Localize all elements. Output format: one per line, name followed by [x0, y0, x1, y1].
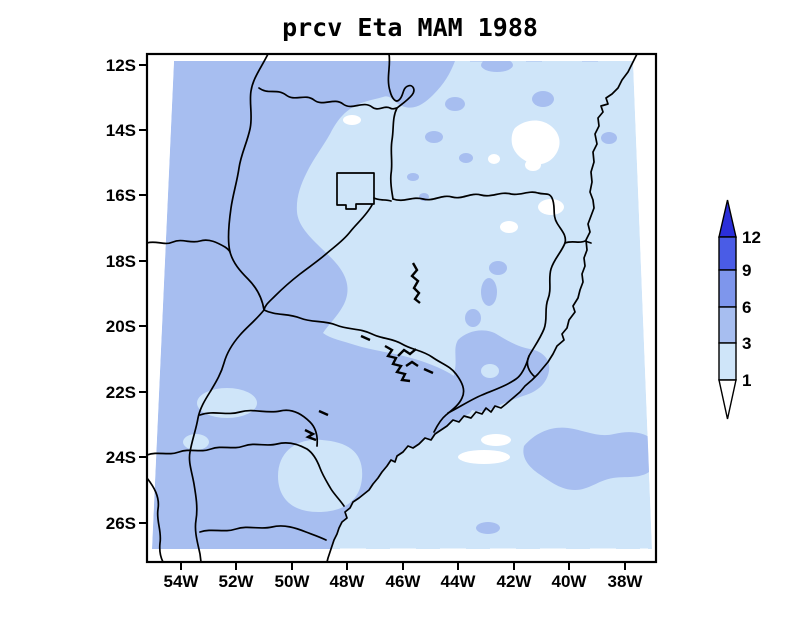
colorbar-labels: 12 9 6 3 1 — [742, 228, 761, 390]
contour-hole-rio — [481, 364, 499, 378]
colorbar-legend — [718, 199, 737, 420]
reservoir-lakes-layer — [304, 262, 434, 442]
lon-axis-labels: 54W 52W 50W 48W 46W 44W 42W 40W 38W — [164, 572, 644, 591]
lat-axis — [139, 64, 147, 524]
lon-axis — [180, 562, 626, 570]
lat-label: 14S — [106, 121, 136, 140]
lon-label: 52W — [219, 572, 255, 591]
river-west-edge — [147, 239, 231, 253]
state-border-minas-north — [392, 191, 567, 244]
contour-blobs-3-6 — [407, 61, 652, 534]
state-border-north-vertical — [387, 54, 415, 200]
lat-label: 22S — [106, 383, 136, 402]
reservoir-small-2 — [423, 367, 434, 375]
state-border-goias-minas — [263, 204, 373, 311]
state-border-minas-saopaulo — [263, 309, 465, 433]
colorbar-label-12: 12 — [742, 228, 761, 247]
colorbar-label-9: 9 — [742, 261, 751, 280]
lon-label: 50W — [275, 572, 311, 591]
state-border-minas-rio — [447, 355, 530, 414]
plot-title: prcv Eta MAM 1988 — [282, 13, 538, 42]
reservoir-small-1 — [360, 334, 371, 342]
lon-label: 44W — [441, 572, 477, 591]
river-paranapanema — [199, 409, 319, 447]
contour-region-3-6-west — [152, 61, 474, 549]
federal-district-connector — [373, 197, 392, 202]
lon-label: 48W — [330, 572, 366, 591]
federal-district-square — [336, 172, 375, 210]
reservoir-tres-marias — [410, 262, 421, 304]
colorbar-box-1-3 — [718, 342, 737, 381]
state-border-bahia-espirito-santo — [564, 240, 592, 244]
lon-label: 54W — [164, 572, 200, 591]
colorbar-label-6: 6 — [742, 298, 751, 317]
map-frame — [145, 52, 658, 564]
boundary-lines-layer — [147, 54, 638, 562]
colorbar-box-3-6 — [718, 306, 737, 344]
lat-label: 26S — [106, 514, 136, 533]
colorbar-arrow-top — [718, 199, 737, 238]
lat-label: 16S — [106, 186, 136, 205]
reservoir-small-3 — [304, 428, 317, 442]
lat-label: 20S — [106, 317, 136, 336]
river-parana — [188, 309, 265, 562]
coastline — [326, 54, 638, 562]
colorbar-label-3: 3 — [742, 334, 751, 353]
border-southwest-diagonal — [147, 477, 164, 562]
state-border-parana-santacatarina — [199, 525, 327, 541]
river-wiggle-north — [258, 87, 398, 110]
contour-fill-layer — [152, 61, 652, 549]
state-border-saopaulo-parana — [147, 441, 345, 507]
reservoir-furnas — [384, 344, 419, 383]
lat-label: 18S — [106, 252, 136, 271]
contour-holes-1-3 — [183, 388, 363, 512]
lon-label: 46W — [386, 572, 422, 591]
lon-label: 40W — [552, 572, 588, 591]
colorbar-box-9-12 — [718, 236, 737, 271]
lon-label: 38W — [608, 572, 644, 591]
state-border-west-goias — [227, 54, 269, 311]
lon-label: 42W — [497, 572, 533, 591]
lat-label: 24S — [106, 448, 136, 467]
lat-label: 12S — [106, 56, 136, 75]
colorbar-box-6-9 — [718, 269, 737, 308]
contour-patches-below-1 — [343, 115, 564, 464]
colorbar-label-1: 1 — [742, 371, 751, 390]
colorbar-arrow-bottom — [718, 379, 737, 420]
lat-axis-labels: 12S 14S 16S 18S 20S 22S 24S 26S — [106, 56, 136, 533]
reservoir-small-4 — [318, 409, 329, 417]
